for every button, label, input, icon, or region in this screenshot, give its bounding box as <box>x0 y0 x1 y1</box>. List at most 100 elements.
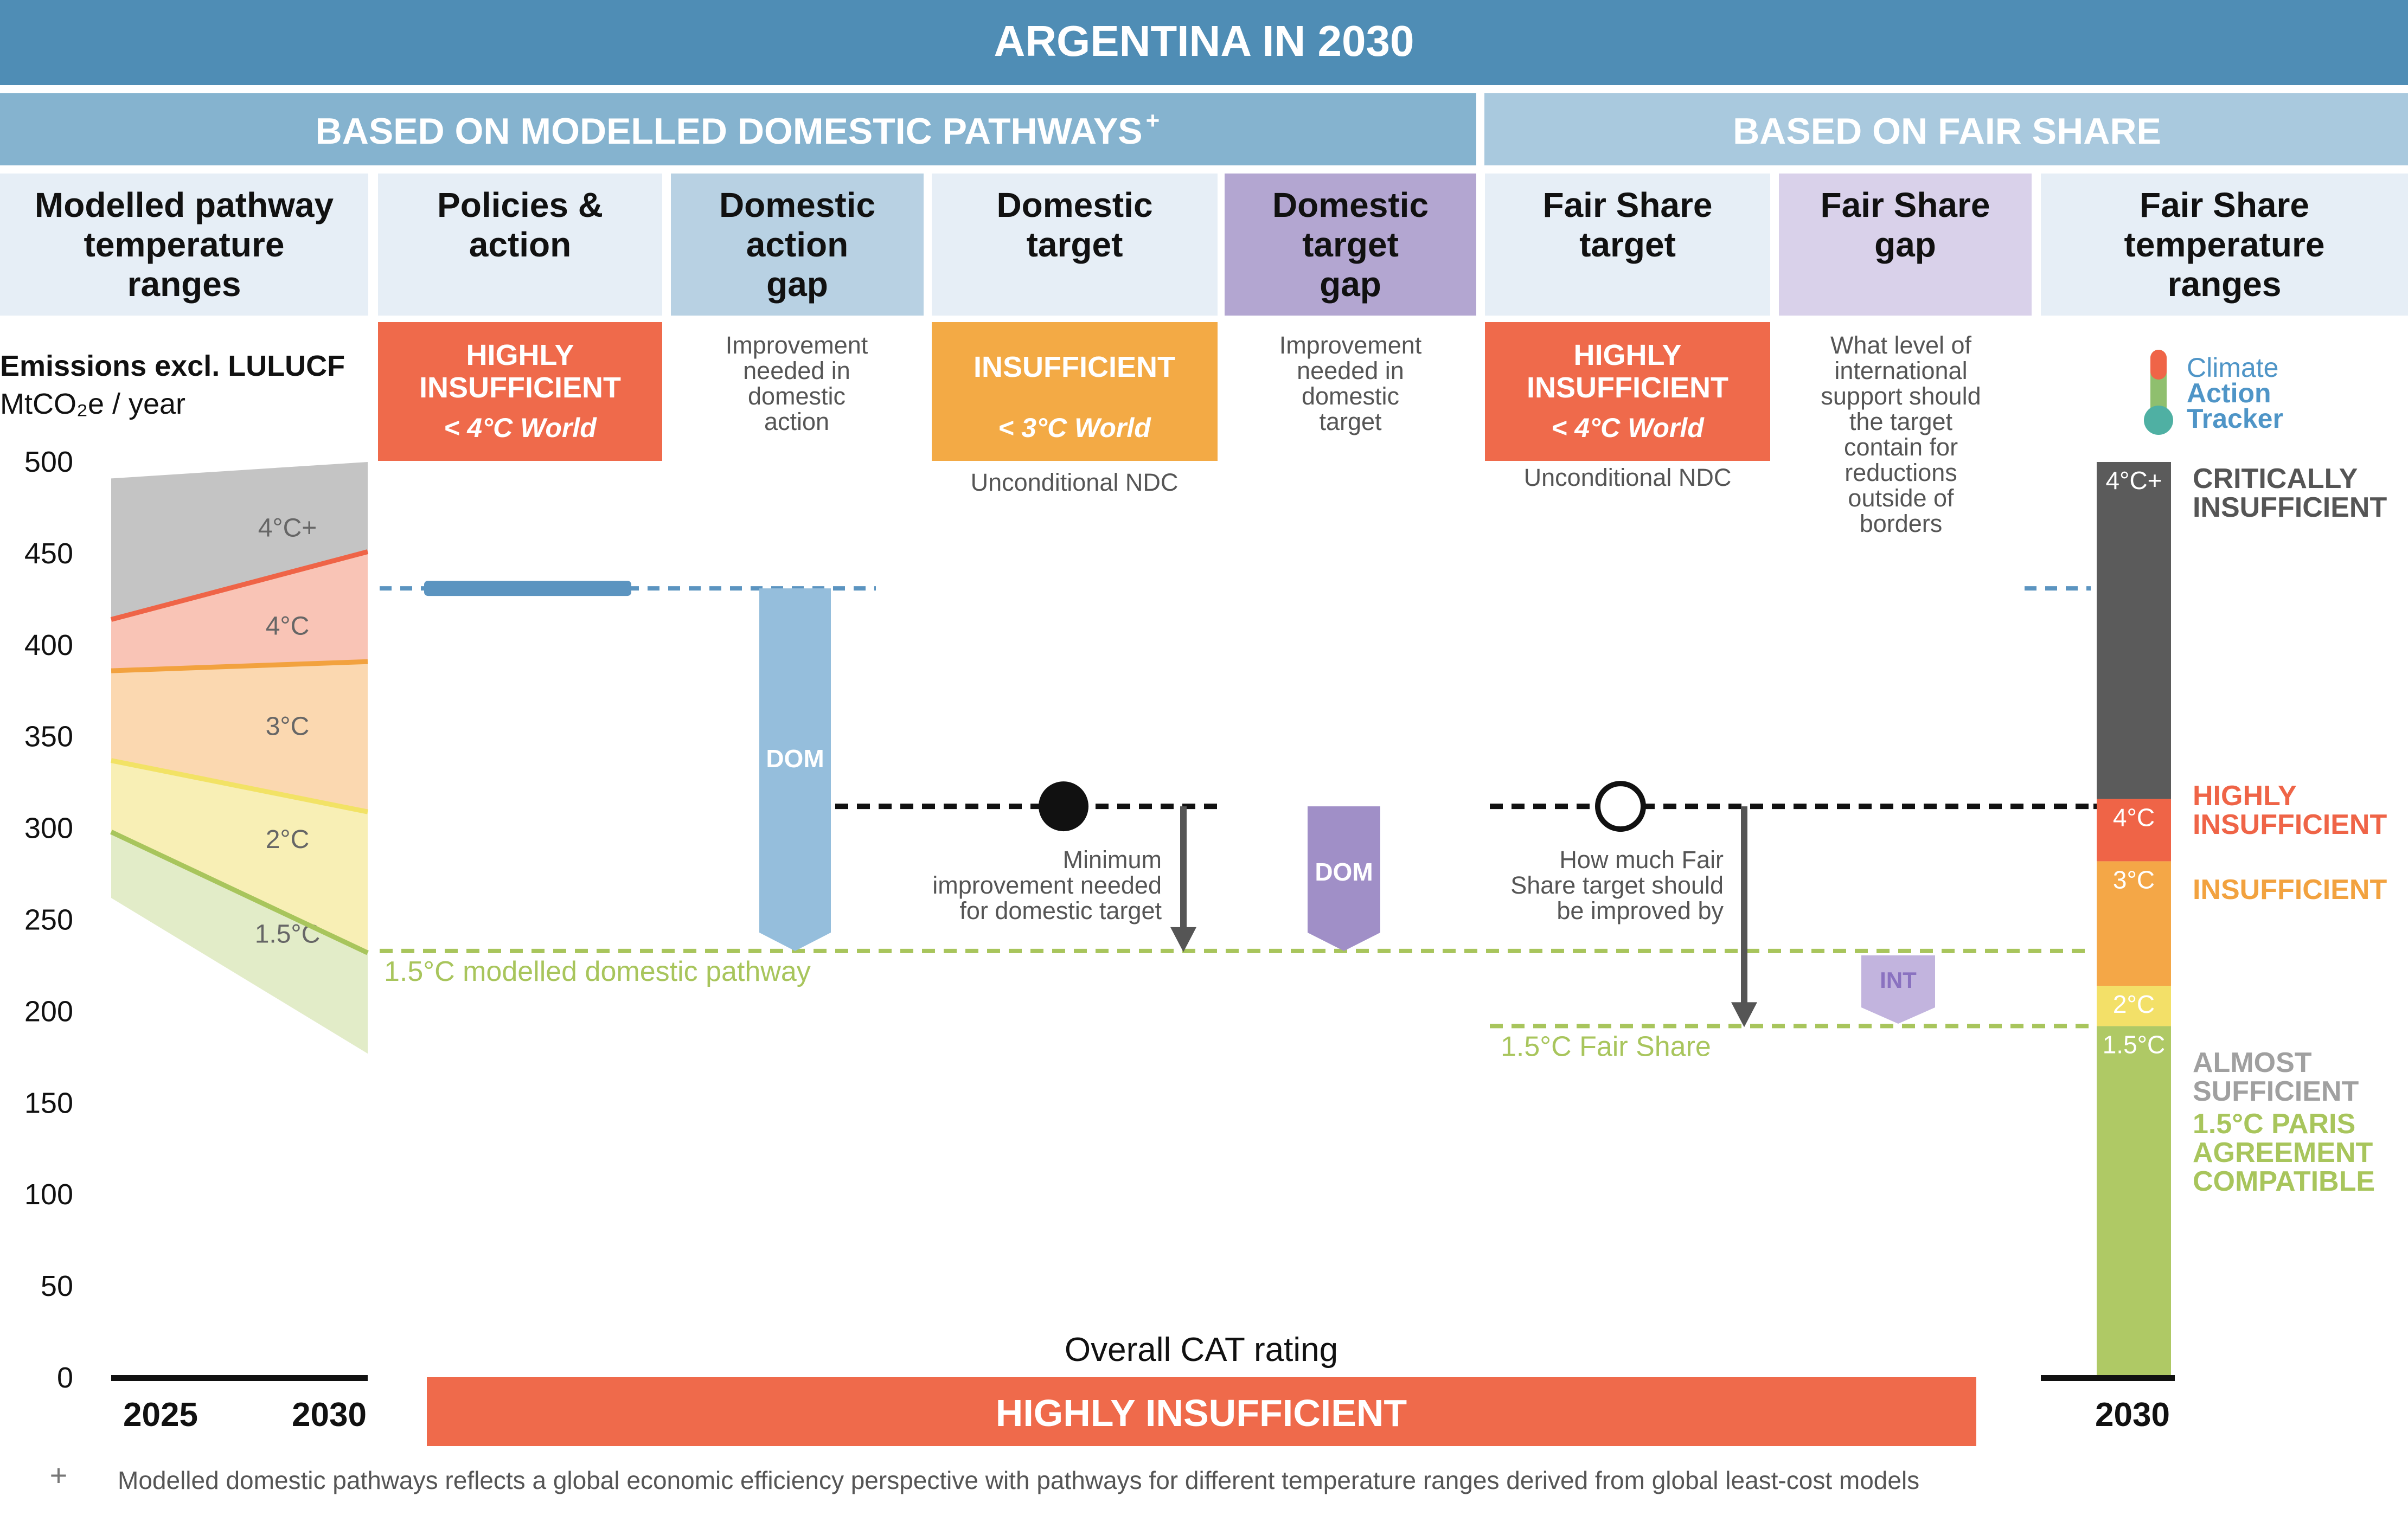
column-headers: Modelled pathwaytemperaturerangesPolicie… <box>0 174 2408 316</box>
pathway-1-5-label: 1.5°C modelled domestic pathway <box>384 956 811 987</box>
thermometer-bulb <box>2144 406 2173 435</box>
fair-range-label-3: 4°C <box>2113 804 2155 832</box>
x-tick-2025: 2025 <box>123 1396 198 1434</box>
dom-action-gap-arrow <box>759 588 831 951</box>
column-header-2-line-1: action <box>746 225 848 264</box>
logo-line-1: Climate <box>2187 352 2278 383</box>
overall-rating-value: HIGHLY INSUFFICIENT <box>996 1392 1407 1434</box>
policies-rating-line-2: INSUFFICIENT <box>419 371 621 404</box>
min-improvement-note-line-0: Minimum <box>1062 846 1162 874</box>
domestic-target-rating-sub: < 3°C World <box>998 413 1151 443</box>
fair-gap-note-line-6: outside of <box>1848 484 1954 512</box>
dom-action-gap-note-line-3: action <box>764 408 829 435</box>
dom-target-gap-note-line-2: domestic <box>1302 382 1399 410</box>
fair-section-bar <box>1484 93 2408 165</box>
band-boundary-1 <box>111 659 368 673</box>
policies-rating-sub: < 4°C World <box>444 413 597 443</box>
dom-action-gap-label: DOM <box>766 744 824 773</box>
dom-target-gap-arrow <box>1308 806 1380 951</box>
policies-rating-line-1: HIGHLY <box>466 339 574 371</box>
domestic-target-marker <box>1039 781 1088 832</box>
temperature-bands: 4°C+4°C3°C2°C1.5°C <box>110 462 369 1054</box>
dom-action-gap-note-line-1: needed in <box>743 357 850 384</box>
y-tick-150: 150 <box>24 1087 73 1119</box>
y-tick-300: 300 <box>24 812 73 845</box>
fair-target-rating-box <box>1485 322 1770 461</box>
band-label-3: 2°C <box>266 825 310 854</box>
footnote-mark: + <box>50 1458 68 1492</box>
column-header-7 <box>2041 174 2408 316</box>
band-label-2: 3°C <box>266 712 310 741</box>
band-boundary-3 <box>110 830 369 955</box>
fair-share-ranges: 1.5°C2°C3°C4°C4°C+ CRITICALLYINSUFFICIENT… <box>2097 462 2387 1378</box>
fair-range-label-1: 2°C <box>2113 990 2155 1018</box>
fair-range-label-4: 4°C+ <box>2105 466 2162 495</box>
column-header-6-line-0: Fair Share <box>1820 185 1990 224</box>
column-header-0-line-2: ranges <box>127 265 241 304</box>
dom-target-gap-label: DOM <box>1315 858 1373 886</box>
column-header-7-line-0: Fair Share <box>2140 185 2309 224</box>
rating-label-0-line-0: CRITICALLY <box>2193 463 2358 495</box>
column-header-2-line-2: gap <box>766 265 828 304</box>
fair-target-note: Unconditional NDC <box>1524 464 1732 491</box>
fair-gap-note-line-4: contain for <box>1844 433 1958 461</box>
rating-label-3-line-1: SUFFICIENT <box>2193 1076 2359 1107</box>
fair-range-1 <box>2097 986 2171 1026</box>
rating-label-2-line-0: INSUFFICIENT <box>2193 874 2387 906</box>
column-header-5-line-1: target <box>1579 225 1676 264</box>
fair-target-rating-line-1: HIGHLY <box>1573 339 1681 371</box>
domestic-target-rating-line-1: INSUFFICIENT <box>974 351 1175 383</box>
y-axis-ticks: 0 50 100 150 200 250 300 350 400 450 500 <box>24 446 73 1394</box>
y-tick-50: 50 <box>41 1270 73 1302</box>
column-header-0-line-1: temperature <box>84 225 285 264</box>
min-improvement-arrow-head <box>1170 927 1196 952</box>
chart-title: ARGENTINA IN 2030 <box>994 17 1414 65</box>
y-tick-500: 500 <box>24 446 73 478</box>
y-tick-200: 200 <box>24 995 73 1027</box>
modelled-section-text: BASED ON MODELLED DOMESTIC PATHWAYS <box>316 111 1143 152</box>
column-header-7-line-1: temperature <box>2124 225 2325 264</box>
band-label-1: 4°C <box>266 612 310 640</box>
fair-gap-note-line-0: What level of <box>1830 331 1972 359</box>
y-tick-350: 350 <box>24 721 73 753</box>
column-header-4-line-2: gap <box>1320 265 1381 304</box>
domestic-target-rating-box <box>932 322 1218 461</box>
dom-action-gap-note-line-2: domestic <box>748 382 846 410</box>
column-header-1 <box>378 174 662 316</box>
column-header-3 <box>932 174 1218 316</box>
cat-logo: Climate Action Tracker <box>2144 350 2283 435</box>
fair-target-rating-sub: < 4°C World <box>1551 413 1705 443</box>
rating-label-4-line-0: 1.5°C PARIS <box>2193 1108 2355 1140</box>
fair-range-2 <box>2097 861 2171 986</box>
fair-improvement-note-line-1: Share target should <box>1510 871 1724 899</box>
min-improvement-note-line-2: for domestic target <box>959 897 1162 924</box>
column-header-3-line-0: Domestic <box>996 185 1152 224</box>
fair-gap-note-line-2: support should <box>1821 382 1981 410</box>
x-tick-2030: 2030 <box>292 1396 367 1434</box>
modelled-section-mark: + <box>1146 107 1160 134</box>
policies-action-bar <box>424 581 631 596</box>
column-header-6-line-1: gap <box>1874 225 1936 264</box>
fair-share-1-5-label: 1.5°C Fair Share <box>1501 1031 1711 1062</box>
column-header-4-line-0: Domestic <box>1272 185 1429 224</box>
modelled-section-bar <box>0 93 1476 165</box>
x-tick-fair-2030: 2030 <box>2095 1396 2170 1434</box>
dom-target-gap-note-line-1: needed in <box>1297 357 1404 384</box>
column-header-4 <box>1225 174 1476 316</box>
column-header-4-line-1: target <box>1302 225 1399 264</box>
fair-target-marker <box>1595 781 1646 832</box>
y-axis-unit: MtCO₂e / year <box>0 388 185 420</box>
column-header-1-line-0: Policies & <box>437 185 603 224</box>
rating-label-1-line-1: INSUFFICIENT <box>2193 809 2387 840</box>
chart-marks: 1.5°C modelled domestic pathway 1.5°C Fai… <box>380 581 2137 1062</box>
thermometer-top <box>2150 350 2167 380</box>
band-0 <box>111 462 368 620</box>
overall-rating-label: Overall CAT rating <box>1065 1331 1338 1369</box>
band-3 <box>111 760 368 953</box>
fair-range-0 <box>2097 1026 2171 1378</box>
int-gap-arrow <box>1861 955 1935 1024</box>
y-tick-400: 400 <box>24 629 73 662</box>
column-header-5 <box>1485 174 1770 316</box>
